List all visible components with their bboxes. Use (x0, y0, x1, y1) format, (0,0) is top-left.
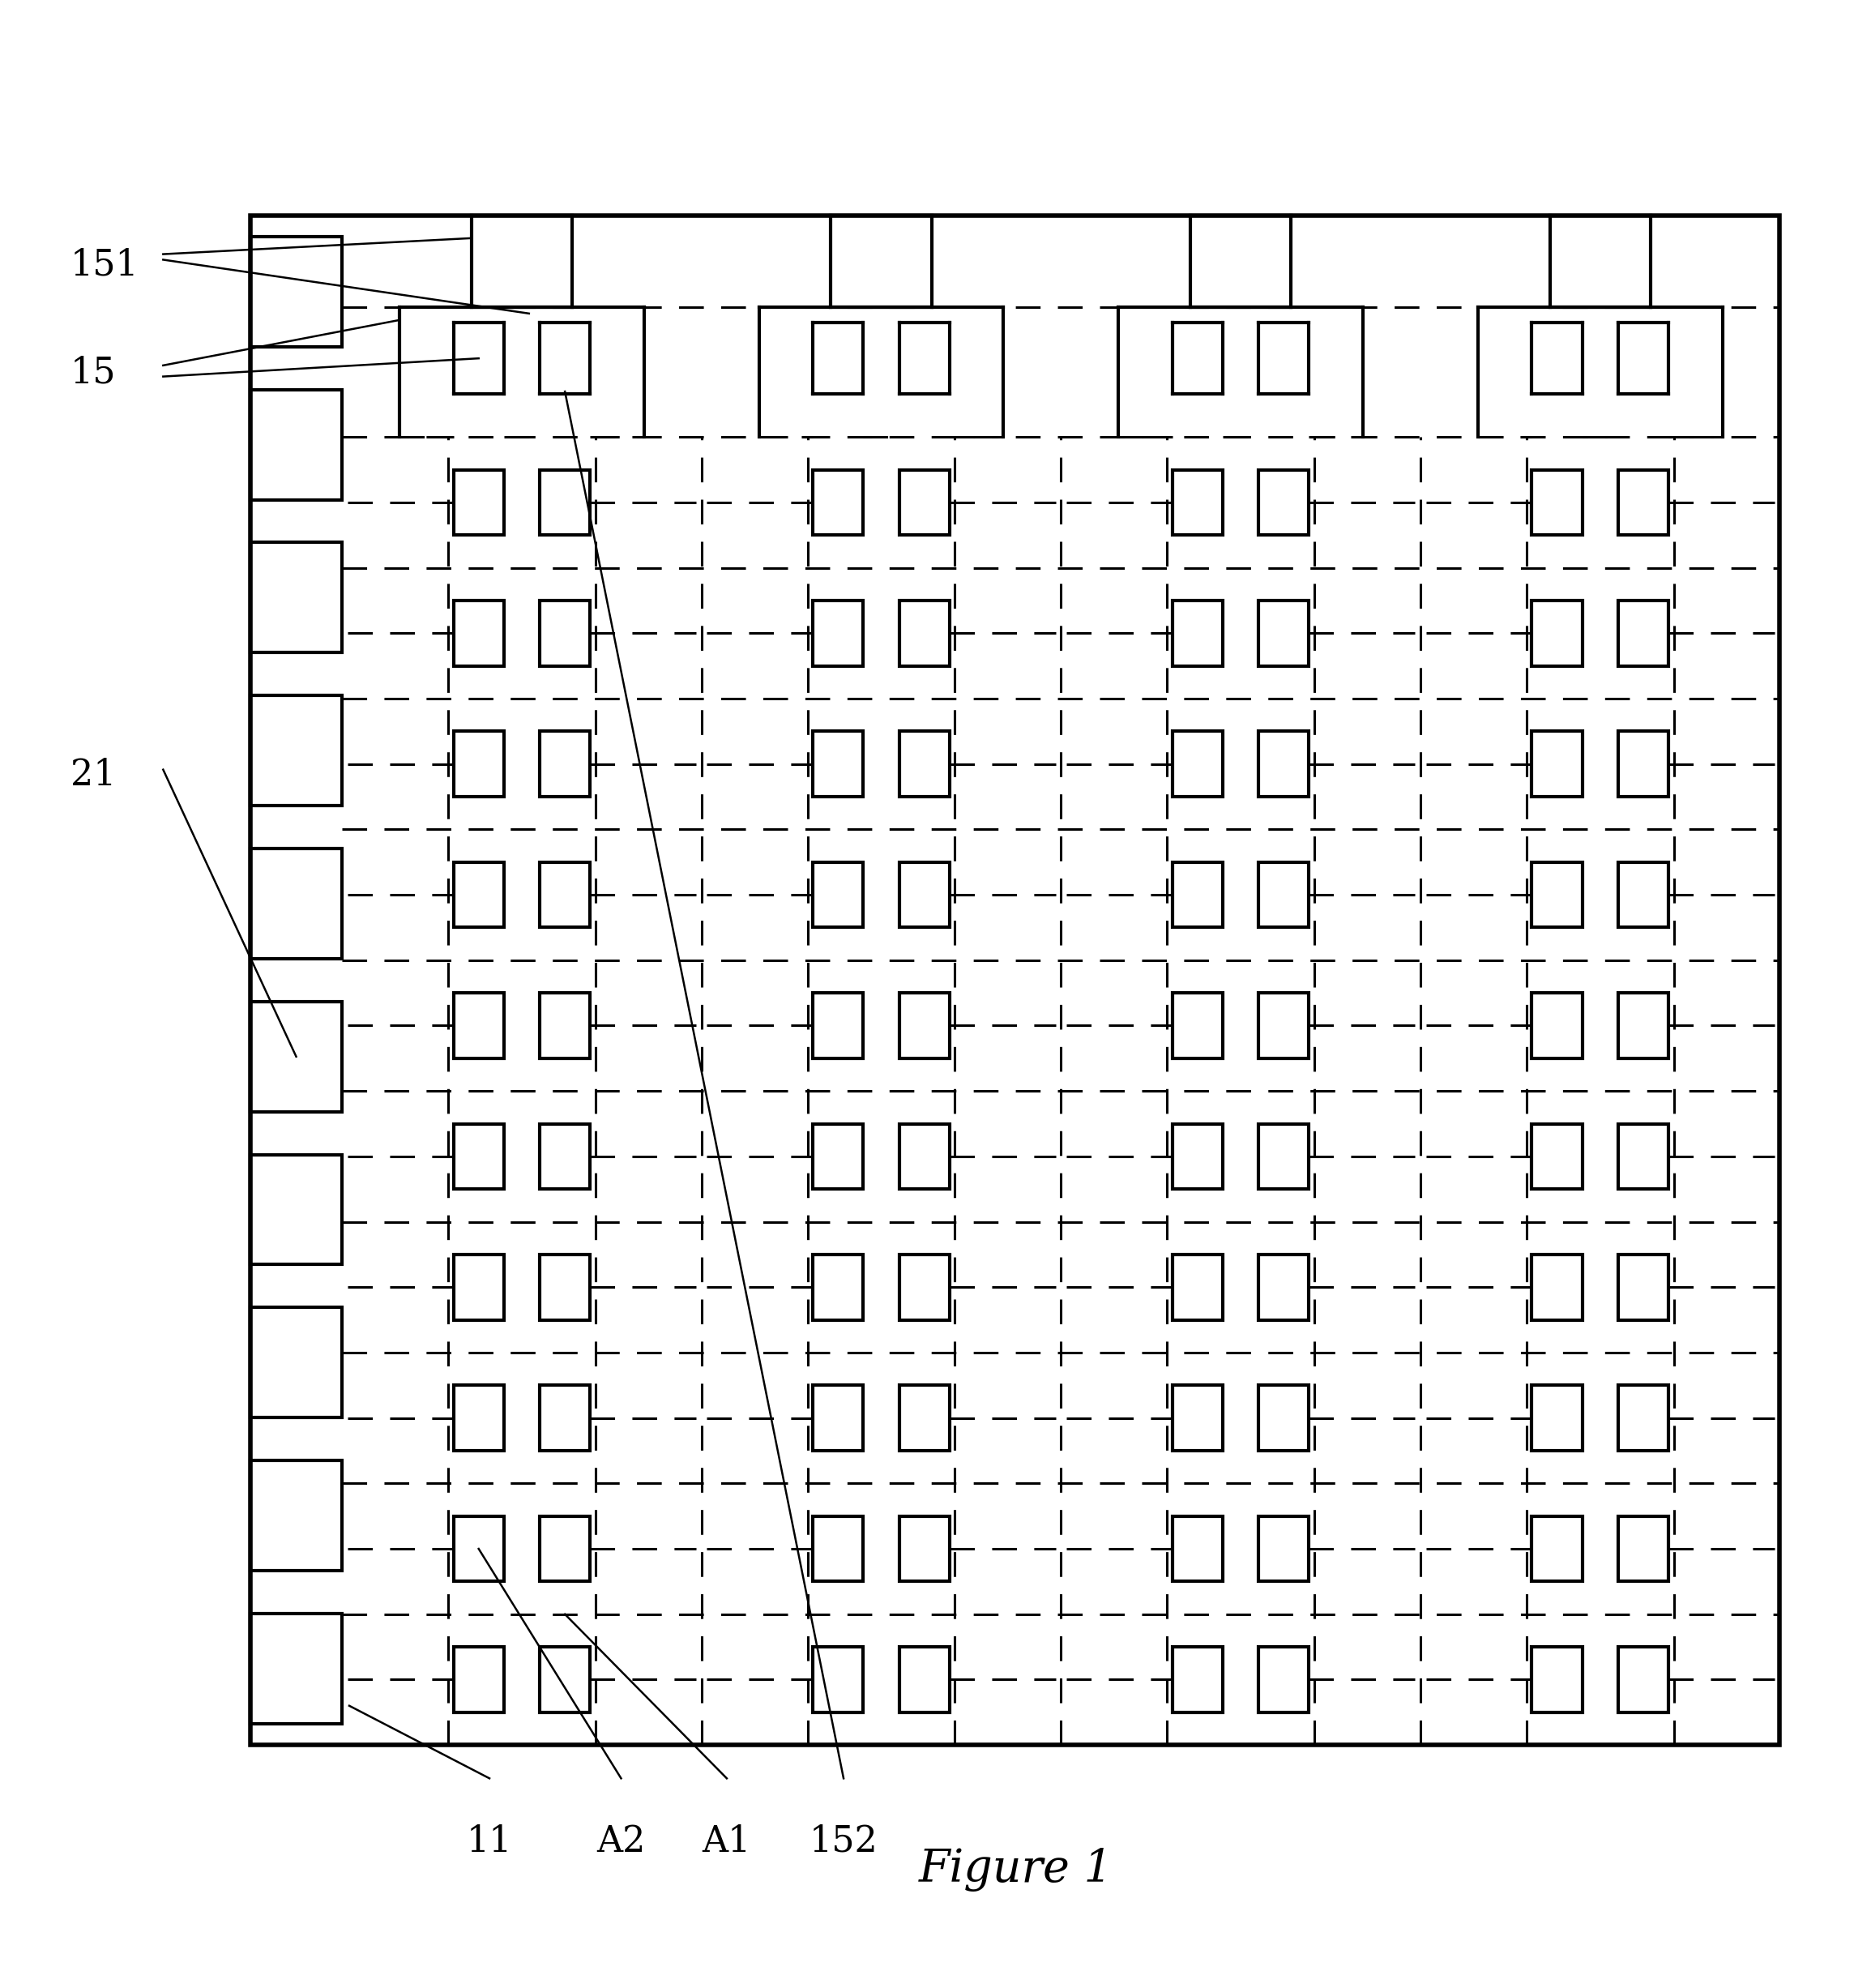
Bar (1619, 1517, 1669, 1582)
Bar (540, 1517, 590, 1582)
Bar (454, 600, 504, 666)
Bar (812, 1386, 864, 1451)
Bar (899, 600, 949, 666)
Bar (899, 1123, 949, 1189)
Bar (1531, 992, 1581, 1058)
Bar (1259, 1123, 1309, 1189)
Bar (1619, 1386, 1669, 1451)
Bar (1531, 1254, 1581, 1320)
Bar (1172, 600, 1222, 666)
Bar (250, 237, 341, 346)
Text: A2: A2 (597, 1823, 645, 1859)
Text: 152: 152 (808, 1823, 879, 1859)
Bar (454, 863, 504, 928)
Bar (250, 696, 341, 805)
Bar (1259, 1254, 1309, 1320)
Bar (1619, 992, 1669, 1058)
Bar (454, 1254, 504, 1320)
Bar (454, 1517, 504, 1582)
Bar (540, 1386, 590, 1451)
Bar (454, 992, 504, 1058)
Bar (1619, 1254, 1669, 1320)
Bar (540, 863, 590, 928)
Bar (250, 215, 1780, 1745)
Bar (899, 469, 949, 535)
Bar (454, 469, 504, 535)
Bar (1531, 863, 1581, 928)
Bar (1259, 600, 1309, 666)
Bar (1531, 1517, 1581, 1582)
Bar (1619, 1646, 1669, 1712)
Bar (812, 863, 864, 928)
Bar (1619, 1123, 1669, 1189)
Bar (812, 1517, 864, 1582)
Bar (899, 732, 949, 797)
Bar (1172, 1517, 1222, 1582)
Bar (540, 1254, 590, 1320)
Bar (1531, 1123, 1581, 1189)
Bar (540, 600, 590, 666)
Bar (1172, 863, 1222, 928)
Bar (1259, 1646, 1309, 1712)
Bar (899, 1254, 949, 1320)
Bar (540, 469, 590, 535)
Bar (1259, 469, 1309, 535)
Bar (1531, 1386, 1581, 1451)
Bar (812, 600, 864, 666)
Text: 11: 11 (467, 1823, 512, 1859)
Bar (250, 1155, 341, 1264)
Bar (812, 1646, 864, 1712)
Bar (1172, 1646, 1222, 1712)
Bar (1172, 469, 1222, 535)
Bar (1531, 1646, 1581, 1712)
Bar (812, 1123, 864, 1189)
Bar (1172, 732, 1222, 797)
Text: 15: 15 (70, 356, 117, 390)
Bar (540, 992, 590, 1058)
Bar (1619, 600, 1669, 666)
Bar (540, 1123, 590, 1189)
Bar (1259, 1386, 1309, 1451)
Bar (540, 732, 590, 797)
Bar (250, 390, 341, 499)
Bar (899, 1646, 949, 1712)
Bar (1619, 469, 1669, 535)
Bar (812, 1254, 864, 1320)
Bar (1172, 992, 1222, 1058)
Bar (454, 1386, 504, 1451)
Bar (812, 992, 864, 1058)
Bar (250, 543, 341, 652)
Text: A1: A1 (703, 1823, 751, 1859)
Bar (1619, 732, 1669, 797)
Bar (899, 1386, 949, 1451)
Bar (250, 849, 341, 958)
Bar (899, 1517, 949, 1582)
Bar (1531, 732, 1581, 797)
Bar (540, 1646, 590, 1712)
Bar (250, 1002, 341, 1111)
Text: 151: 151 (70, 248, 139, 282)
Bar (454, 1123, 504, 1189)
Bar (250, 1461, 341, 1571)
Bar (1172, 1254, 1222, 1320)
Bar (1259, 1517, 1309, 1582)
Bar (899, 863, 949, 928)
Bar (1259, 863, 1309, 928)
Bar (1172, 1123, 1222, 1189)
Bar (1259, 732, 1309, 797)
Bar (1172, 1386, 1222, 1451)
Bar (1619, 863, 1669, 928)
Bar (454, 1646, 504, 1712)
Bar (250, 1308, 341, 1417)
Bar (812, 732, 864, 797)
Bar (812, 469, 864, 535)
Bar (1259, 992, 1309, 1058)
Bar (250, 1614, 341, 1724)
Text: Figure 1: Figure 1 (920, 1847, 1112, 1891)
Bar (454, 732, 504, 797)
Text: 21: 21 (70, 757, 117, 793)
Bar (1531, 600, 1581, 666)
Bar (899, 992, 949, 1058)
Bar (1531, 469, 1581, 535)
